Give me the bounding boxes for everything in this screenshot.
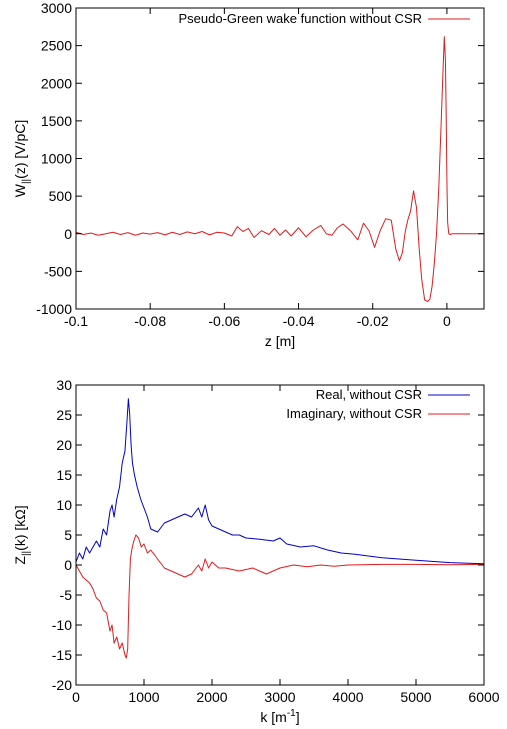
series-line-secondary bbox=[75, 534, 485, 659]
y-tick-label: -15 bbox=[52, 647, 72, 663]
y-tick-label: 1000 bbox=[41, 151, 72, 167]
x-tick-label: -0.06 bbox=[208, 313, 240, 329]
x-tick-label: 1000 bbox=[128, 689, 159, 705]
y-tick-label: 10 bbox=[56, 497, 72, 513]
series-group bbox=[75, 398, 485, 659]
x-axis-label: k [m-1] bbox=[260, 708, 299, 725]
x-tick-label: 3000 bbox=[264, 689, 295, 705]
plot-frame bbox=[75, 7, 485, 310]
x-tick-label: 2000 bbox=[196, 689, 227, 705]
x-tick-label: 4000 bbox=[332, 689, 363, 705]
impedance-plot: 0 1000 2000 3000 4000 5000 6000 -20 -15 -10 -5 0 5 10… bbox=[12, 377, 500, 725]
y-tick-label: -10 bbox=[52, 617, 72, 633]
y-axis-label: Z||(k) [kΩ] bbox=[12, 505, 32, 564]
series-group bbox=[75, 36, 485, 302]
x-tick-label: -0.1 bbox=[64, 313, 88, 329]
y-tick-label: 30 bbox=[56, 377, 72, 393]
y-tick-label: 0 bbox=[64, 226, 72, 242]
x-tick-label: 6000 bbox=[468, 689, 499, 705]
x-tick-label: -0.04 bbox=[283, 313, 315, 329]
y-tick-label: 0 bbox=[64, 557, 72, 573]
series-line-primary bbox=[75, 36, 485, 302]
y-tick-label: 2500 bbox=[41, 38, 72, 54]
x-tick-label: 5000 bbox=[400, 689, 431, 705]
y-tick-label: 500 bbox=[49, 188, 73, 204]
y-tick-label: -20 bbox=[52, 677, 72, 693]
y-tick-label: 2000 bbox=[41, 75, 72, 91]
y-tick-label: 3000 bbox=[41, 0, 72, 16]
series-line-primary bbox=[75, 398, 485, 565]
x-tick-label: 0 bbox=[443, 313, 451, 329]
y-tick-label: 20 bbox=[56, 437, 72, 453]
x-tick-label: 0 bbox=[72, 689, 80, 705]
y-tick-label: 5 bbox=[64, 527, 72, 543]
x-axis-label: z [m] bbox=[265, 333, 295, 349]
x-tick-label: -0.08 bbox=[134, 313, 166, 329]
legend: Pseudo-Green wake function without CSR bbox=[178, 11, 470, 26]
x-tick-label: -0.02 bbox=[357, 313, 389, 329]
legend-label: Imaginary, without CSR bbox=[286, 406, 422, 421]
wake-function-plot: -0.1 -0.08 -0.06 -0.04 -0.02 0 -1000 -500 0 500 10… bbox=[12, 0, 485, 349]
y-tick-label: 1500 bbox=[41, 113, 72, 129]
plot-frame bbox=[75, 384, 485, 686]
y-tick-label: -1000 bbox=[36, 301, 72, 317]
legend: Real, without CSR Imaginary, without CSR bbox=[286, 387, 470, 421]
y-tick-label: 25 bbox=[56, 407, 72, 423]
y-tick-label: 15 bbox=[56, 467, 72, 483]
legend-label: Pseudo-Green wake function without CSR bbox=[178, 11, 422, 26]
y-axis-label: W||(z) [V/pC] bbox=[12, 120, 32, 198]
y-tick-label: -5 bbox=[60, 587, 73, 603]
legend-label: Real, without CSR bbox=[316, 387, 422, 402]
y-tick-label: -500 bbox=[44, 263, 72, 279]
